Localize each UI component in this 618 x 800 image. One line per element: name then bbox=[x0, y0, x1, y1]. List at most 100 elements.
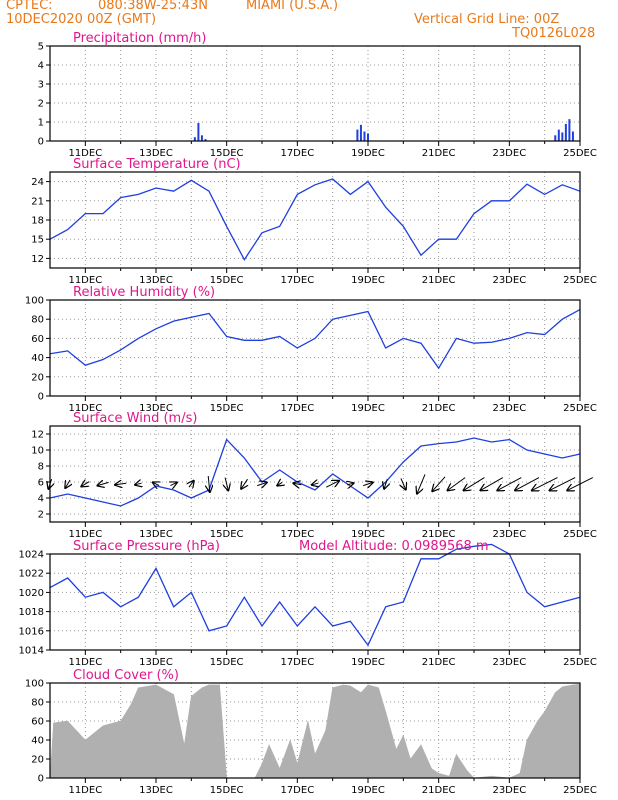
precip-bar bbox=[193, 137, 196, 141]
x-tick-label: 15DEC bbox=[210, 148, 244, 159]
y-tick-label: 60 bbox=[31, 334, 44, 345]
x-tick-label: 11DEC bbox=[68, 785, 102, 796]
y-tick-label: 0 bbox=[38, 392, 44, 403]
x-tick-label: 25DEC bbox=[563, 657, 597, 668]
cloud-segment bbox=[325, 687, 333, 779]
cloud-segment bbox=[332, 684, 344, 779]
cloud-segment bbox=[261, 744, 270, 779]
wind-vector bbox=[293, 483, 302, 485]
cloud-segment bbox=[396, 735, 404, 779]
wind-vector bbox=[515, 477, 540, 491]
rh-line bbox=[49, 309, 581, 370]
y-tick-label: 1022 bbox=[19, 569, 44, 580]
header-location: MIAMI (U.S.A.) bbox=[246, 0, 339, 13]
cloud-segment bbox=[466, 769, 475, 779]
cloud-segment bbox=[449, 754, 457, 779]
x-tick-label: 23DEC bbox=[492, 403, 526, 414]
wind-vector bbox=[326, 481, 339, 488]
x-tick-label: 15DEC bbox=[210, 785, 244, 796]
cloud-segment bbox=[519, 739, 528, 779]
y-tick-label: 2 bbox=[38, 99, 44, 110]
panel-frame bbox=[49, 553, 581, 651]
cloud-segment bbox=[367, 684, 379, 779]
wind-vector bbox=[135, 483, 141, 485]
cloud-segment bbox=[184, 696, 192, 779]
x-tick-label: 15DEC bbox=[210, 275, 244, 286]
temp-line bbox=[49, 178, 581, 261]
y-tick-label: 1 bbox=[38, 118, 44, 129]
cloud-segment bbox=[219, 684, 227, 779]
cloud-segment bbox=[208, 684, 220, 779]
y-tick-label: 1020 bbox=[19, 588, 44, 599]
wind-vector bbox=[257, 482, 267, 485]
cloud-segment bbox=[53, 720, 68, 779]
precip-bar bbox=[359, 124, 362, 141]
y-tick-label: 24 bbox=[31, 177, 44, 188]
wind-vector bbox=[170, 482, 176, 485]
y-tick-label: 100 bbox=[25, 296, 44, 307]
precip-bar bbox=[367, 133, 369, 141]
x-tick-label: 15DEC bbox=[210, 403, 244, 414]
panel-precip: 0 1 2 3 4 5 11DEC 13DEC 15DEC 17DEC 19DEC 21DEC 23DE… bbox=[38, 31, 597, 159]
precip-bar bbox=[557, 129, 560, 141]
cloud-segment bbox=[307, 720, 316, 779]
cloud-segment bbox=[360, 684, 369, 779]
cloud-segment bbox=[555, 686, 563, 779]
panel-title: Precipitation (mm/h) bbox=[73, 31, 206, 46]
cloud-segment bbox=[537, 710, 545, 779]
cloud-segment bbox=[290, 739, 298, 779]
cloud-segment bbox=[343, 684, 351, 779]
x-tick-label: 19DEC bbox=[351, 657, 385, 668]
x-tick-label: 21DEC bbox=[422, 657, 456, 668]
cloud-segment bbox=[544, 691, 556, 779]
x-tick-label: 25DEC bbox=[563, 275, 597, 286]
wind-vector bbox=[532, 477, 558, 491]
cloud-segment bbox=[131, 687, 139, 779]
y-tick-label: 4 bbox=[38, 494, 44, 505]
x-tick-label: 11DEC bbox=[68, 657, 102, 668]
cloud-segment bbox=[201, 684, 210, 779]
x-tick-label: 17DEC bbox=[280, 657, 314, 668]
model-altitude: Model Altitude: 0.0989568 m bbox=[299, 539, 489, 554]
x-tick-label: 21DEC bbox=[422, 275, 456, 286]
x-tick-label: 17DEC bbox=[280, 275, 314, 286]
y-tick-label: 80 bbox=[31, 698, 44, 709]
y-tick-label: 5 bbox=[38, 42, 44, 53]
precip-bar bbox=[554, 135, 557, 141]
x-tick-label: 19DEC bbox=[351, 148, 385, 159]
panel-frame bbox=[49, 171, 581, 269]
x-tick-label: 25DEC bbox=[563, 148, 597, 159]
y-tick-label: 20 bbox=[31, 755, 44, 766]
y-tick-label: 8 bbox=[38, 462, 44, 473]
cloud-segment bbox=[279, 739, 291, 779]
panel-wind: 2 4 6 8 10 12 11DEC 13DEC 15DEC 17DEC 19DEC 21DEC 23… bbox=[31, 411, 597, 540]
panel-frame bbox=[49, 45, 581, 142]
wind-vector bbox=[464, 477, 485, 491]
x-tick-label: 15DEC bbox=[210, 657, 244, 668]
x-tick-label: 17DEC bbox=[280, 403, 314, 414]
x-tick-label: 25DEC bbox=[563, 529, 597, 540]
x-tick-label: 21DEC bbox=[422, 785, 456, 796]
cloud-segment bbox=[155, 684, 174, 779]
wind-vector bbox=[417, 474, 426, 493]
cloud-segment bbox=[438, 772, 450, 779]
y-tick-label: 40 bbox=[31, 353, 44, 364]
header-coords: 080:38W-25:43N bbox=[98, 0, 208, 13]
x-tick-label: 25DEC bbox=[563, 403, 597, 414]
x-tick-label: 17DEC bbox=[280, 785, 314, 796]
y-tick-label: 60 bbox=[31, 717, 44, 728]
precip-bar bbox=[564, 123, 567, 141]
y-tick-label: 1024 bbox=[19, 550, 44, 561]
panel-pres: 1014 1016 1018 1020 1022 1024 11DEC 13DEC 15DEC 1… bbox=[19, 539, 597, 668]
wind-vector bbox=[225, 477, 228, 491]
precip-bar bbox=[204, 139, 207, 141]
panel-title: Cloud Cover (%) bbox=[73, 668, 179, 683]
precip-bar bbox=[363, 131, 366, 141]
wind-vector bbox=[550, 477, 576, 491]
cloud-segment bbox=[102, 720, 121, 779]
wind-vector bbox=[363, 482, 373, 485]
panel-temp: 12 15 18 21 24 11DEC 13DEC 15DEC 17DEC 19DEC 21DEC… bbox=[31, 157, 597, 286]
cloud-segment bbox=[138, 684, 157, 779]
y-tick-label: 10 bbox=[31, 446, 44, 457]
y-tick-label: 1018 bbox=[19, 607, 44, 618]
